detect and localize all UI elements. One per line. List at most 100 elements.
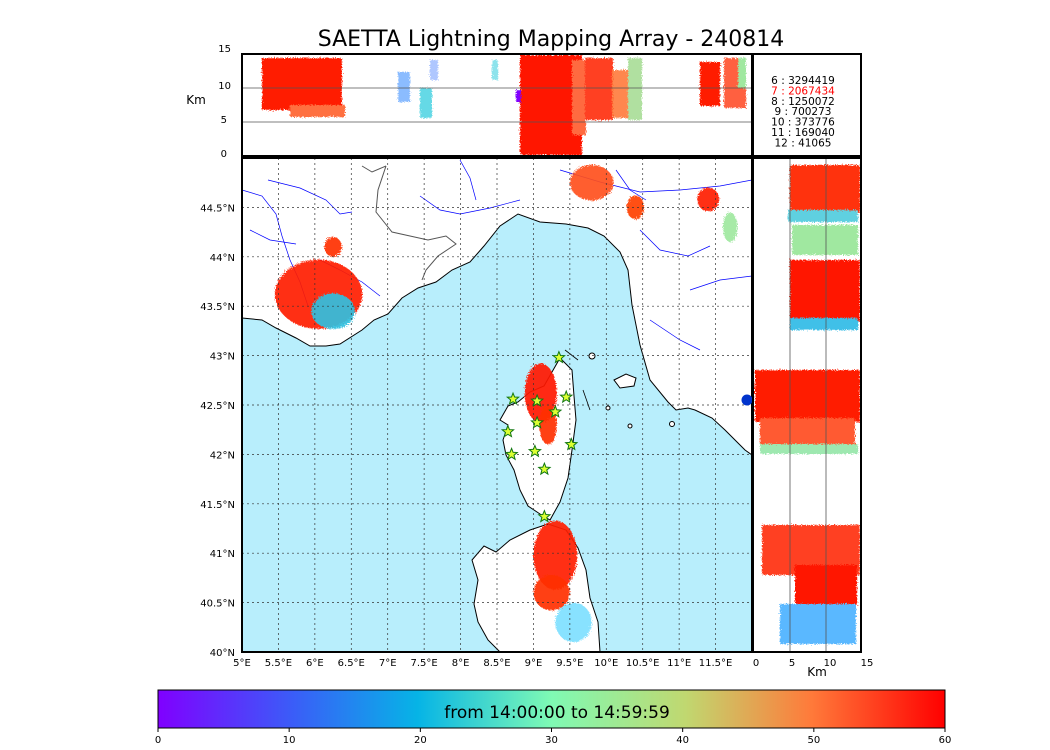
lightning-cluster-alps-west <box>324 237 342 257</box>
top-lightning-po-valley <box>700 62 720 106</box>
side-marker <box>741 394 753 406</box>
station-star-icon <box>504 447 519 461</box>
legend-entry: 7 : 2067434 <box>771 85 835 97</box>
side-lightning-sardinia-3 <box>780 604 856 644</box>
lat-tick-label: 43.5°N <box>200 302 235 313</box>
lat-tick-label: 41.5°N <box>200 500 235 511</box>
colorbar-time-range: from 14:00:00 to 14:59:59 <box>444 703 670 723</box>
lightning-cluster-sardinia-east <box>533 574 570 611</box>
side-axis-label: Km <box>807 665 827 679</box>
country-border-2 <box>361 165 387 173</box>
side-axis-tick-15: 15 <box>861 658 874 669</box>
lon-tick-label: 7.5°E <box>411 658 438 669</box>
station-star-icon <box>548 404 563 418</box>
lat-tick-label: 42.5°N <box>200 401 235 412</box>
lightning-cluster-po-valley <box>697 187 720 212</box>
lat-tick-label: 43°N <box>210 352 235 363</box>
lightning-cluster-apennines-east <box>626 195 645 220</box>
station-star-icon <box>559 389 574 404</box>
lon-tick-label: 5.5°E <box>265 658 292 669</box>
lon-tick-label: 9.5°E <box>556 658 583 669</box>
top-lightning-apennines-3 <box>628 58 642 120</box>
lightning-cluster-apennines <box>569 164 614 201</box>
top-axis-label: Km <box>186 93 206 107</box>
station-star-icon <box>530 393 545 408</box>
lon-tick-label: 10°E <box>594 658 618 669</box>
side-lightning-corsica <box>755 370 860 422</box>
top-lightning-faint-2 <box>420 88 432 118</box>
lat-tick-label: 40°N <box>210 648 235 659</box>
legend-entry: 9 : 700273 <box>775 106 832 118</box>
top-axis-tick-5: 5 <box>221 115 227 126</box>
lon-tick-label: 11°E <box>667 658 691 669</box>
lat-tick-label: 44°N <box>210 253 235 264</box>
station-star-icon <box>500 424 515 438</box>
lon-tick-label: 8.5°E <box>483 658 510 669</box>
side-lightning-provence-base <box>790 318 858 330</box>
top-lightning-po-valley-3 <box>738 58 746 88</box>
station-star-icon <box>527 444 542 458</box>
side-axis-tick-0: 0 <box>753 658 759 669</box>
corsica-island <box>499 357 577 521</box>
top-lightning-corsica-sardinia <box>520 55 582 155</box>
side-axis-tick-5: 5 <box>789 658 795 669</box>
colorbar-tick-label: 60 <box>939 735 952 746</box>
mainland-land <box>242 158 752 456</box>
altitude-lat-panel: 0 5 10 15 Km <box>741 157 874 679</box>
legend-entry: 8 : 1250072 <box>771 96 835 108</box>
lon-tick-label: 11.5°E <box>699 658 733 669</box>
lightning-cluster-provence-south <box>311 293 355 329</box>
figure-title: SAETTA Lightning Mapping Array - 240814 <box>318 27 785 52</box>
top-axis-tick-15: 15 <box>218 44 231 55</box>
legend-entry: 6 : 3294419 <box>771 75 835 87</box>
colorbar-tick-label: 40 <box>676 735 689 746</box>
side-lightning-alps <box>792 225 858 255</box>
station-star-icon <box>564 437 579 451</box>
side-lightning-apennines <box>790 165 860 213</box>
lon-tick-label: 6.5°E <box>338 658 365 669</box>
legend-entry: 10 : 373776 <box>771 117 835 129</box>
colorbar-tick-label: 10 <box>283 735 296 746</box>
lon-tick-label: 10.5°E <box>626 658 660 669</box>
lat-tick-label: 41°N <box>210 549 235 560</box>
side-lightning-corsica-low <box>760 418 855 448</box>
time-colorbar: from 14:00:00 to 14:59:59 0 10 20 30 40 50 60 <box>155 689 952 746</box>
elba-island <box>613 373 637 389</box>
side-lightning-provence <box>790 260 860 322</box>
legend-entry: 11 : 169040 <box>771 127 835 139</box>
top-axis-tick-10: 10 <box>218 81 231 92</box>
side-lightning-apennines-base <box>788 210 858 222</box>
station-star-icon <box>537 461 552 476</box>
station-star-icon <box>530 415 545 429</box>
side-axis-tick-10: 10 <box>824 658 837 669</box>
lightning-cluster-po-valley-south <box>722 212 738 242</box>
lightning-cluster-sardinia-north <box>533 520 578 590</box>
legend-entry: 12 : 41065 <box>775 137 832 149</box>
top-lightning-faint-3 <box>430 60 438 80</box>
station-star-icon <box>551 350 566 364</box>
colorbar-tick-label: 30 <box>545 735 558 746</box>
top-lightning-provence-base <box>290 105 345 117</box>
station-star-icon <box>537 509 552 523</box>
lon-tick-label: 8°E <box>452 658 470 669</box>
colorbar-gradient <box>158 690 945 728</box>
top-lightning-apennines-1 <box>585 58 613 120</box>
top-lightning-faint-1 <box>398 72 410 102</box>
top-axis-tick-0: 0 <box>221 149 227 160</box>
lat-tick-label: 44.5°N <box>200 203 235 214</box>
colorbar-tick-label: 20 <box>414 735 427 746</box>
lat-tick-label: 40.5°N <box>200 599 235 610</box>
top-lightning-corsica-right <box>572 60 586 135</box>
lon-tick-label: 5°E <box>233 658 251 669</box>
station-star-icon <box>505 391 520 406</box>
lon-tick-label: 6°E <box>306 658 324 669</box>
country-border <box>375 165 457 281</box>
lat-tick-label: 42°N <box>210 450 235 461</box>
side-lightning-corsica-lowest <box>760 444 858 454</box>
top-lightning-provence <box>262 58 342 110</box>
top-lightning-purple <box>516 90 521 102</box>
colorbar-tick-label: 50 <box>807 735 820 746</box>
altitude-lon-panel: Km 0 5 10 15 <box>186 44 753 160</box>
